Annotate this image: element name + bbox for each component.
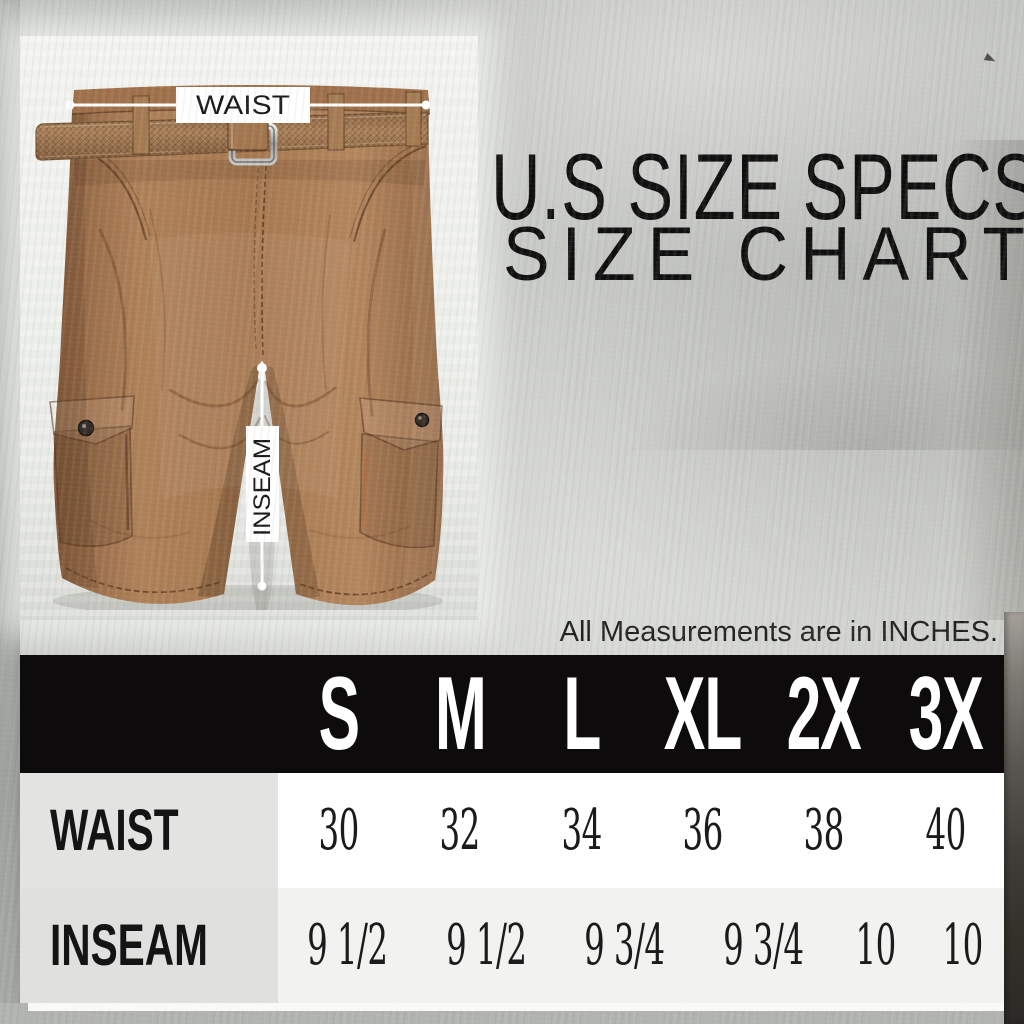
inseam-marker-label: INSEAM <box>249 438 276 536</box>
inseam-value-l: 9 3/4 <box>555 888 694 1003</box>
waist-marker-label: WAIST <box>196 90 290 120</box>
cargo-shorts-photo: WAIST INSEAM <box>35 85 444 610</box>
size-column-header-m: M <box>399 655 520 773</box>
pocket-button-left <box>77 419 95 437</box>
waist-value-m: 32 <box>399 773 521 888</box>
fabric-wrinkles <box>89 209 411 539</box>
left-texture-strip <box>0 0 20 1024</box>
small-arrow-artifact <box>983 52 998 66</box>
inseam-measure-line: INSEAM <box>246 363 279 591</box>
waist-value-xl: 36 <box>642 773 764 888</box>
shorts-body <box>53 110 444 606</box>
cell-value: 10 <box>942 913 983 978</box>
hem-stitching <box>65 567 433 596</box>
inseam-row: INSEAM 9 1/2 9 1/2 9 3/4 9 3/4 10 10 <box>20 888 1006 1003</box>
size-column-header-2x: 2X <box>763 655 884 773</box>
title-size-chart: SIZE CHART <box>503 212 1024 297</box>
cell-value: 10 <box>855 913 897 978</box>
bottom-texture-strip <box>0 1003 1024 1024</box>
inseam-value-3x: 10 <box>919 888 1006 1003</box>
header-label: S <box>318 655 360 772</box>
background-shadow-band <box>470 320 1024 450</box>
waist-measure-line: WAIST <box>65 87 431 123</box>
waist-value-s: 30 <box>278 773 400 888</box>
cell-value: 9 3/4 <box>584 913 665 978</box>
right-edge-shade <box>954 140 1024 620</box>
row-label-inseam: INSEAM <box>20 888 278 1003</box>
cell-value: 36 <box>682 798 724 863</box>
cell-value: 40 <box>925 798 966 863</box>
cell-value: 30 <box>318 798 360 863</box>
size-column-header-s: S <box>278 655 399 773</box>
header-label: 3X <box>908 655 983 772</box>
header-label: XL <box>664 655 743 772</box>
inseam-value-m: 9 1/2 <box>416 888 556 1003</box>
fly-stitching <box>253 165 267 357</box>
inseam-label-box <box>246 426 279 542</box>
cell-value: 9 3/4 <box>722 913 804 978</box>
waist-label-box <box>176 87 310 123</box>
pocket-button-right <box>414 412 430 428</box>
row-label-text: WAIST <box>50 798 179 863</box>
size-column-header-l: L <box>521 655 642 773</box>
row-label-waist: WAIST <box>20 773 278 888</box>
header-corner-cell <box>20 655 278 773</box>
cell-value: 38 <box>803 798 845 863</box>
inseam-value-s: 9 1/2 <box>278 888 417 1003</box>
cell-value: 9 1/2 <box>445 913 527 978</box>
size-chart-table: S M L XL 2X 3X WAIST 30 32 34 36 38 40 I… <box>20 655 1006 1003</box>
header-label: 2X <box>787 655 862 772</box>
dark-rock-right-strip <box>1004 612 1024 1024</box>
inseam-value-2x: 10 <box>832 888 920 1003</box>
title-us-size-specs: U.S SIZE SPECS <box>491 134 1024 239</box>
cargo-pocket-left <box>49 395 135 548</box>
waist-value-2x: 38 <box>763 773 885 888</box>
waist-value-l: 34 <box>520 773 642 888</box>
size-column-header-3x: 3X <box>885 655 1006 773</box>
cargo-pocket-right <box>359 397 443 549</box>
row-label-text: INSEAM <box>50 913 208 978</box>
cell-value: 9 1/2 <box>307 913 388 978</box>
waist-value-3x: 40 <box>884 773 1006 888</box>
waist-row: WAIST 30 32 34 36 38 40 <box>20 773 1006 888</box>
size-column-header-xl: XL <box>642 655 763 773</box>
belt-buckle <box>182 118 278 166</box>
cell-value: 34 <box>561 798 602 863</box>
inseam-value-xl: 9 3/4 <box>693 888 833 1003</box>
measurements-note: All Measurements are in INCHES. <box>559 616 998 648</box>
size-chart-header-row: S M L XL 2X 3X <box>20 655 1006 773</box>
header-label: L <box>562 655 601 772</box>
cell-value: 32 <box>439 798 481 863</box>
header-label: M <box>434 655 487 772</box>
